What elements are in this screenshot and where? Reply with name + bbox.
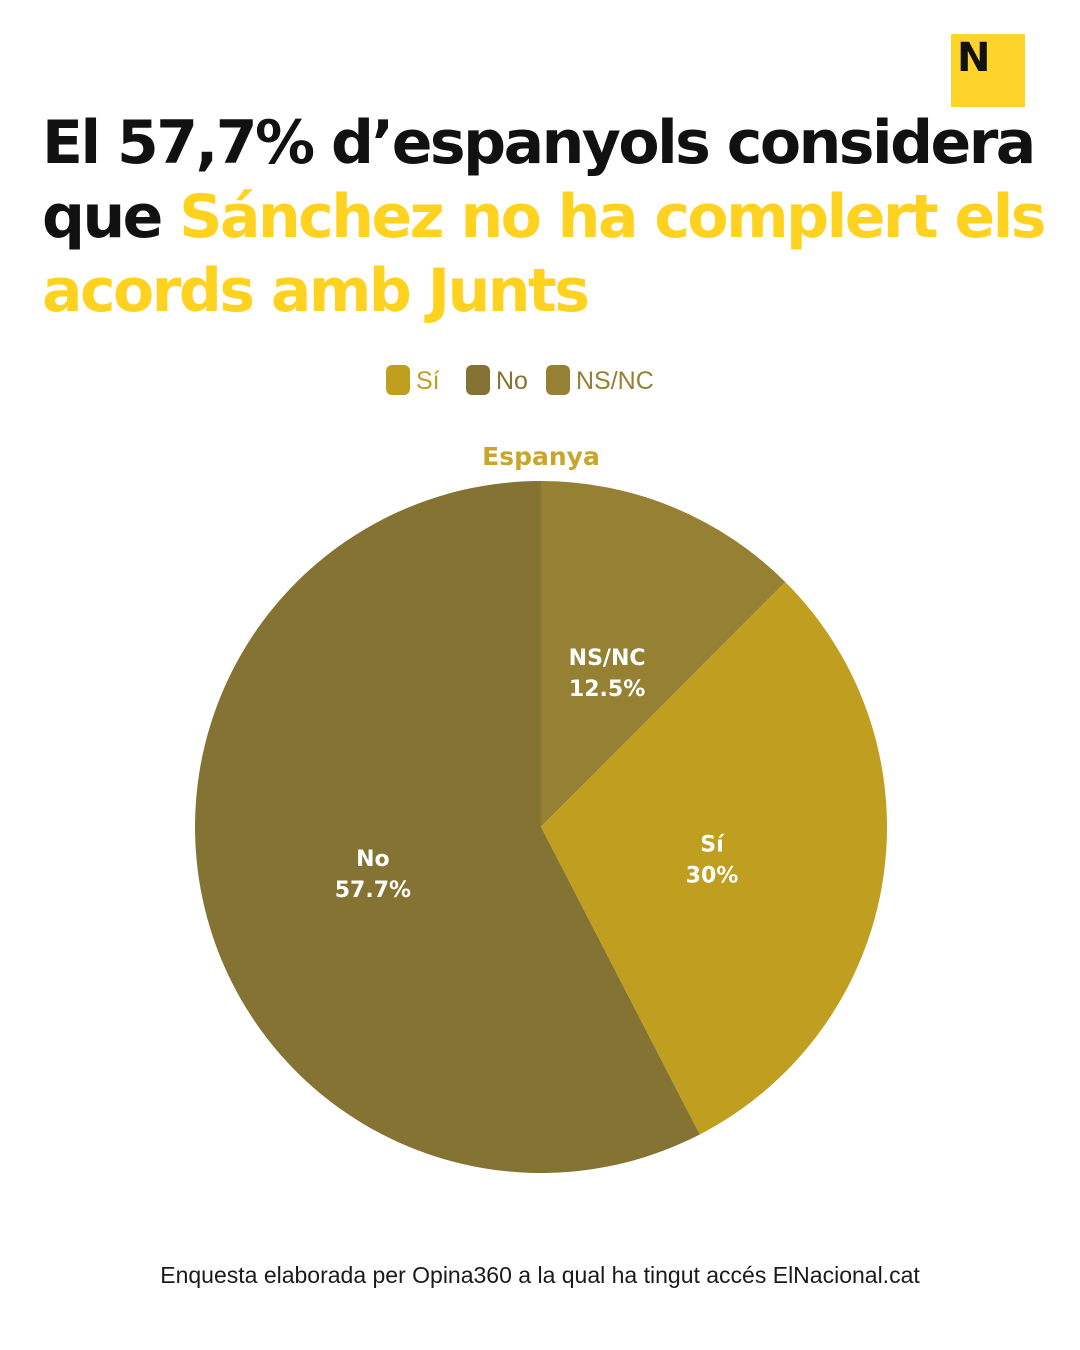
legend-label: No bbox=[496, 367, 528, 395]
legend-swatch bbox=[546, 365, 570, 395]
pie-slice-no bbox=[195, 481, 700, 1173]
pie-slices bbox=[195, 481, 888, 1173]
logo-letter: N bbox=[957, 35, 991, 81]
headline-main: El 57,7% d’espanyols considera que bbox=[42, 108, 1036, 252]
legend-label: NS/NC bbox=[576, 367, 654, 395]
pie-slice-labels: NS/NC 12.5% Sí 30% No 57.7% bbox=[335, 646, 739, 903]
brand-logo[interactable]: N bbox=[951, 34, 1025, 107]
slice-label-name: Sí bbox=[700, 833, 725, 858]
source-note: Enquesta elaborada per Opina360 a la qua… bbox=[160, 1262, 920, 1288]
pie-slice-s- bbox=[541, 581, 888, 1135]
chart-title: Espanya bbox=[482, 442, 600, 471]
slice-label-value: 57.7% bbox=[335, 878, 411, 903]
legend-label: Sí bbox=[416, 367, 440, 395]
pie-slice-ns-nc bbox=[541, 481, 786, 827]
legend-swatch bbox=[386, 365, 410, 395]
headline-highlight: Sánchez no ha complert els acords amb Ju… bbox=[42, 182, 1047, 326]
slice-label-value: 30% bbox=[686, 864, 739, 889]
legend-swatch bbox=[466, 365, 490, 395]
slice-label-name: No bbox=[356, 847, 390, 872]
slice-label-value: 12.5% bbox=[569, 677, 645, 702]
slice-label-name: NS/NC bbox=[569, 646, 646, 671]
chart-legend: Sí No NS/NC bbox=[386, 365, 654, 395]
headline: El 57,7% d’espanyols considera que Sánch… bbox=[42, 106, 1052, 328]
